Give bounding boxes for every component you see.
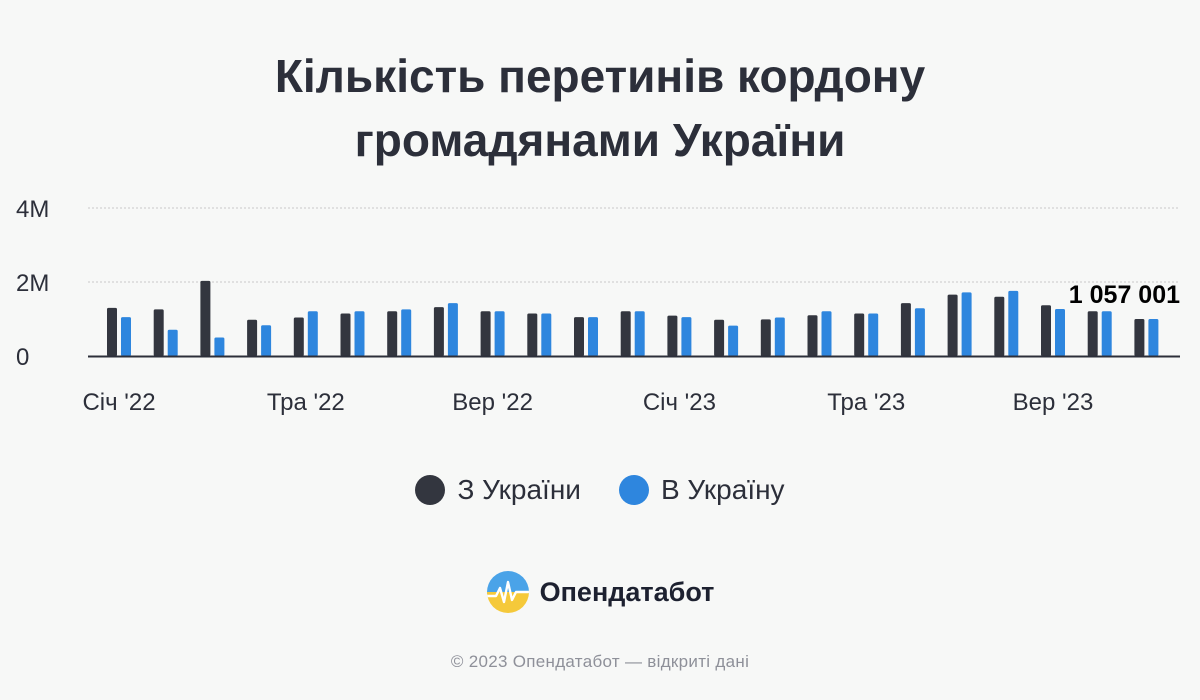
footer-copyright: © 2023 Опендатабот — відкриті дані bbox=[450, 652, 750, 671]
bar-from-ukraine[interactable] bbox=[293, 317, 304, 356]
bar-from-ukraine[interactable] bbox=[1041, 305, 1051, 356]
bar-to-ukraine[interactable] bbox=[1101, 311, 1112, 356]
bar-from-ukraine[interactable] bbox=[807, 315, 818, 356]
bar-to-ukraine[interactable] bbox=[401, 309, 412, 356]
bar-from-ukraine[interactable] bbox=[200, 280, 211, 356]
legend: З України В Україну bbox=[0, 474, 1200, 506]
bar-to-ukraine[interactable] bbox=[494, 311, 505, 356]
bar-from-ukraine[interactable] bbox=[247, 319, 258, 356]
bar-from-ukraine[interactable] bbox=[760, 319, 771, 356]
bar-to-ukraine[interactable] bbox=[1148, 319, 1159, 356]
bar-to-ukraine[interactable] bbox=[681, 317, 692, 356]
brand-name: Опендатабот bbox=[539, 576, 715, 607]
bar-from-ukraine[interactable] bbox=[994, 296, 1005, 356]
bar-to-ukraine[interactable] bbox=[1008, 290, 1019, 356]
bar-from-ukraine[interactable] bbox=[107, 307, 117, 356]
y-tick-label: 4M bbox=[16, 196, 49, 223]
chart-title-line-1: Кількість перетинів кордону bbox=[274, 50, 926, 102]
bar-from-ukraine[interactable] bbox=[153, 309, 164, 356]
bar-from-ukraine[interactable] bbox=[900, 303, 911, 356]
bar-to-ukraine[interactable] bbox=[914, 308, 925, 356]
chart-title-line-2: громадянами України bbox=[354, 114, 846, 166]
opendatabot-logo-icon bbox=[486, 571, 529, 613]
bar-to-ukraine[interactable] bbox=[634, 311, 645, 356]
x-tick-label: Вер '23 bbox=[1013, 389, 1094, 416]
bar-to-ukraine[interactable] bbox=[307, 311, 318, 356]
bar-from-ukraine[interactable] bbox=[620, 311, 631, 356]
bar-from-ukraine[interactable] bbox=[1134, 319, 1145, 356]
bar-chart: 0 2M 4M Січ '22 Тра '22 Вер '22 Січ '23 Тра '23… bbox=[16, 196, 1180, 416]
bar-to-ukraine[interactable] bbox=[728, 325, 739, 356]
legend-item-to[interactable]: В Україну bbox=[618, 474, 785, 506]
legend-marker-to bbox=[618, 475, 649, 505]
bar-from-ukraine[interactable] bbox=[480, 311, 491, 356]
bar-to-ukraine[interactable] bbox=[121, 317, 131, 356]
bar-to-ukraine[interactable] bbox=[261, 325, 272, 356]
bar-from-ukraine[interactable] bbox=[714, 319, 725, 356]
bar-to-ukraine[interactable] bbox=[774, 317, 785, 356]
bar-to-ukraine[interactable] bbox=[541, 313, 552, 356]
x-tick-label: Січ '22 bbox=[82, 389, 155, 416]
bar-to-ukraine[interactable] bbox=[961, 292, 972, 356]
legend-marker-from bbox=[415, 475, 446, 505]
bar-from-ukraine[interactable] bbox=[854, 313, 865, 356]
y-tick-label: 2M bbox=[16, 270, 49, 297]
chart-title: Кількість перетинів кордону громадянами … bbox=[0, 44, 1200, 172]
x-tick-label: Вер '22 bbox=[452, 389, 533, 416]
x-tick-label: Тра '22 bbox=[267, 389, 345, 416]
legend-label-to: В Україну bbox=[660, 474, 785, 505]
bar-from-ukraine[interactable] bbox=[1087, 311, 1098, 356]
bar-to-ukraine[interactable] bbox=[167, 329, 178, 356]
bar-to-ukraine[interactable] bbox=[821, 311, 832, 356]
legend-item-from[interactable]: З України bbox=[415, 474, 581, 506]
bar-to-ukraine[interactable] bbox=[1055, 309, 1065, 356]
annotation-label: 1 057 001 bbox=[1069, 281, 1180, 309]
legend-label-from: З України bbox=[457, 474, 581, 505]
x-tick-label: Тра '23 bbox=[827, 389, 905, 416]
bar-to-ukraine[interactable] bbox=[588, 317, 598, 356]
bar-from-ukraine[interactable] bbox=[433, 307, 444, 356]
bar-to-ukraine[interactable] bbox=[214, 337, 225, 357]
x-tick-label: Січ '23 bbox=[643, 389, 716, 416]
bar-from-ukraine[interactable] bbox=[574, 317, 584, 356]
bar-from-ukraine[interactable] bbox=[527, 313, 538, 356]
bar-from-ukraine[interactable] bbox=[387, 311, 398, 356]
bar-from-ukraine[interactable] bbox=[947, 294, 958, 356]
bar-to-ukraine[interactable] bbox=[354, 311, 365, 356]
bar-from-ukraine[interactable] bbox=[340, 313, 351, 356]
y-tick-label: 0 bbox=[16, 344, 29, 371]
bar-from-ukraine[interactable] bbox=[667, 315, 678, 356]
brand: Опендатабот bbox=[0, 570, 1200, 614]
bar-to-ukraine[interactable] bbox=[447, 303, 458, 356]
bar-to-ukraine[interactable] bbox=[868, 313, 879, 356]
